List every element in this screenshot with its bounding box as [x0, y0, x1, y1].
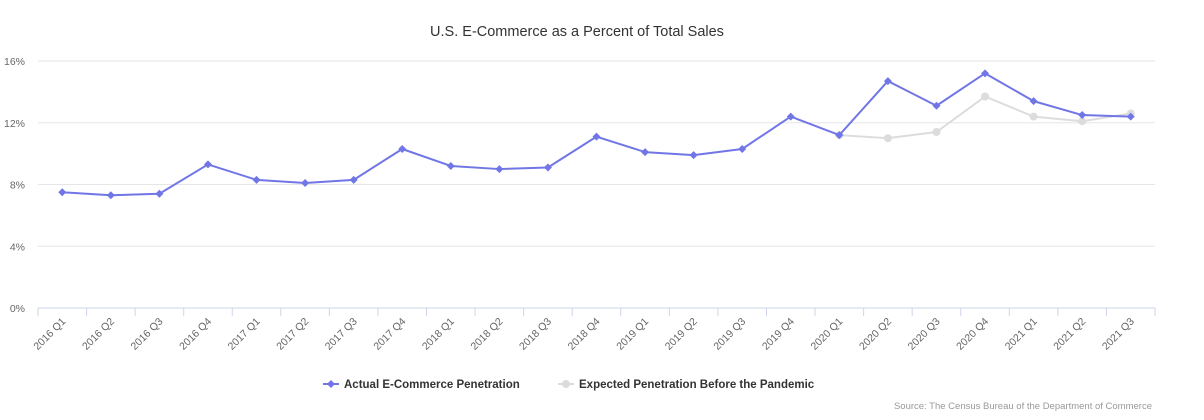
x-tick-label: 2020 Q3 [906, 316, 943, 353]
data-point[interactable] [835, 131, 844, 140]
x-tick-label: 2019 Q2 [663, 316, 700, 353]
data-point[interactable] [981, 92, 990, 101]
data-point[interactable] [1126, 112, 1135, 121]
x-tick-label: 2016 Q1 [31, 316, 68, 353]
chart-title: U.S. E-Commerce as a Percent of Total Sa… [430, 24, 724, 40]
data-point[interactable] [203, 160, 212, 169]
axes: 0% 4% 8% 12% 16% 2016 Q1 2016 Q2 2016 Q3 2016 Q4… [4, 56, 1156, 353]
y-tick-label: 0% [10, 303, 25, 315]
x-tick-label: 2016 Q3 [129, 316, 166, 353]
legend-marker [562, 380, 570, 388]
x-tick-label: 2019 Q4 [760, 316, 797, 353]
x-tick-label: 2018 Q3 [517, 316, 554, 353]
data-point[interactable] [932, 128, 941, 137]
data-point[interactable] [252, 175, 261, 184]
data-point[interactable] [1029, 112, 1038, 121]
data-point[interactable] [786, 112, 795, 121]
y-tick-label: 4% [10, 241, 25, 253]
data-point[interactable] [301, 178, 310, 187]
data-point[interactable] [883, 134, 892, 143]
legend-marker [327, 380, 335, 388]
data-point[interactable] [1078, 111, 1087, 120]
data-point[interactable] [155, 189, 164, 198]
x-tick-label: 2016 Q4 [177, 316, 214, 353]
x-tick-label: 2021 Q2 [1051, 316, 1088, 353]
series-line [838, 95, 1132, 140]
data-point[interactable] [1078, 117, 1087, 126]
data-point[interactable] [106, 191, 115, 200]
gridlines [38, 60, 1155, 247]
x-tick-label: 2018 Q4 [566, 316, 603, 353]
x-tick-label: 2020 Q4 [954, 316, 991, 353]
data-point[interactable] [592, 132, 601, 141]
x-tick-label: 2017 Q3 [323, 316, 360, 353]
data-point[interactable] [543, 163, 552, 172]
x-tick-label: 2018 Q2 [469, 316, 506, 353]
data-point[interactable] [738, 144, 747, 153]
data-point[interactable] [1029, 97, 1038, 106]
y-tick-label: 12% [4, 118, 25, 130]
series-actual [58, 69, 1135, 200]
legend-item-expected[interactable]: Expected Penetration Before the Pandemic [558, 379, 815, 391]
data-point[interactable] [932, 101, 941, 110]
data-point[interactable] [446, 161, 455, 170]
data-point[interactable] [349, 175, 358, 184]
legend-item-actual[interactable]: Actual E-Commerce Penetration [323, 379, 520, 391]
legend-label: Expected Penetration Before the Pandemic [579, 379, 815, 391]
data-point[interactable] [883, 77, 892, 86]
x-tick-label: 2017 Q4 [371, 316, 408, 353]
data-point[interactable] [689, 151, 698, 160]
data-point[interactable] [58, 188, 67, 197]
data-point[interactable] [641, 148, 650, 157]
x-tick-label: 2021 Q3 [1100, 316, 1137, 353]
y-tick-label: 8% [10, 180, 25, 192]
legend-label: Actual E-Commerce Penetration [344, 379, 520, 391]
y-tick-label: 16% [4, 56, 25, 68]
data-point[interactable] [981, 69, 990, 78]
data-point[interactable] [495, 165, 504, 174]
x-tick-label: 2017 Q1 [226, 316, 263, 353]
x-tick-label: 2018 Q1 [420, 316, 457, 353]
x-tick-label: 2017 Q2 [274, 316, 311, 353]
legend: Actual E-Commerce Penetration Expected Pe… [323, 379, 815, 391]
chart-credit: Source: The Census Bureau of the Departm… [894, 401, 1152, 412]
data-point[interactable] [398, 144, 407, 153]
x-tick-label: 2019 Q3 [711, 316, 748, 353]
x-tick-label: 2019 Q1 [614, 316, 651, 353]
x-tick-label: 2020 Q2 [857, 316, 894, 353]
series-expected [835, 92, 1135, 143]
x-tick-label: 2016 Q2 [80, 316, 117, 353]
series-group [58, 69, 1135, 200]
x-tick-label: 2021 Q1 [1003, 316, 1040, 353]
x-tick-label: 2020 Q1 [808, 316, 845, 353]
